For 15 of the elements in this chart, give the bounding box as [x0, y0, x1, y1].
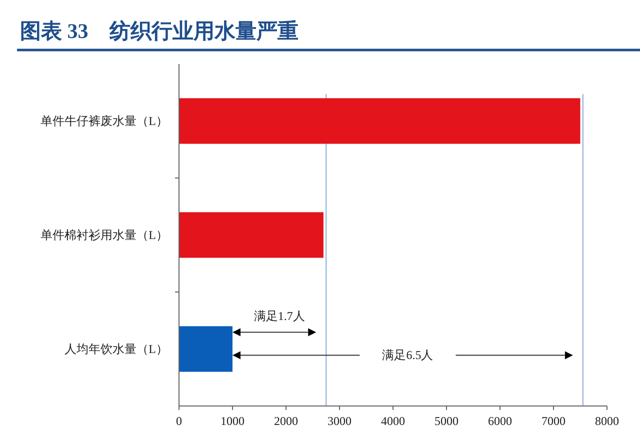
x-tick-label: 8000	[595, 414, 619, 428]
annotation: 满足1.7人	[254, 309, 305, 324]
x-tick-label: 1000	[220, 414, 244, 428]
x-tick-label: 5000	[434, 414, 458, 428]
x-tick-label: 2000	[274, 414, 298, 428]
chart-title: 图表 33 纺织行业用水量严重	[20, 19, 298, 43]
x-tick-label: 6000	[488, 414, 512, 428]
y-tick-label: 单件牛仔裤废水量（L）	[40, 114, 168, 128]
x-tick-label: 7000	[542, 414, 566, 428]
annotation: 满足6.5人	[382, 348, 434, 362]
x-tick-label: 4000	[381, 414, 405, 428]
x-tick-label: 3000	[328, 414, 352, 428]
x-tick-label: 0	[176, 414, 182, 428]
y-tick-label: 单件棉衬衫用水量（L）	[40, 228, 168, 242]
y-tick-label: 人均年饮水量（L）	[64, 342, 168, 356]
